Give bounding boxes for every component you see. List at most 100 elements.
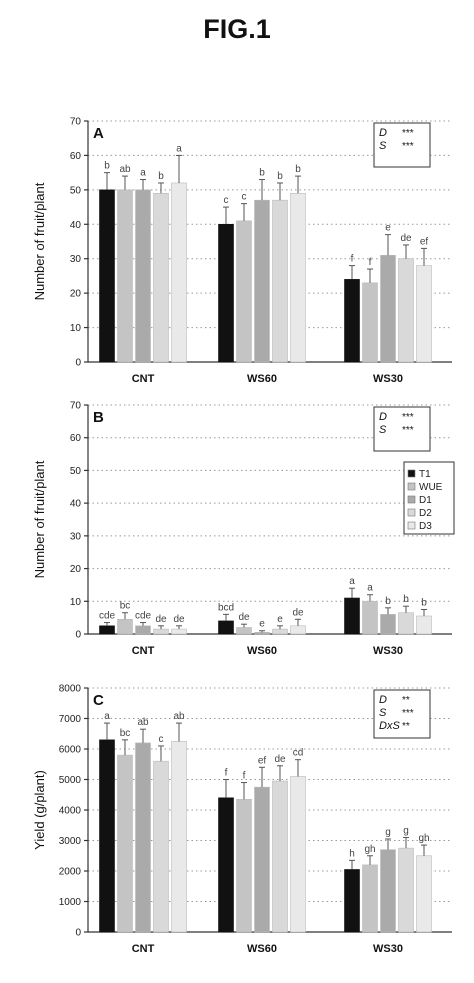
- y-tick-label: 60: [70, 433, 82, 444]
- bar: [99, 189, 115, 363]
- significance-letter: de: [400, 233, 412, 244]
- bar: [398, 258, 414, 363]
- y-tick-label: 6000: [59, 745, 82, 756]
- x-tick-label: WS30: [373, 373, 403, 385]
- bar: [99, 625, 115, 635]
- significance-letter: g: [403, 825, 409, 836]
- bar: [99, 739, 115, 933]
- significance-letter: ab: [173, 711, 185, 722]
- legend-swatch: [407, 469, 416, 478]
- bar: [416, 855, 432, 933]
- stats-factor: DxS: [379, 720, 400, 732]
- bar: [218, 620, 234, 635]
- bar: [398, 847, 414, 933]
- bar: [135, 189, 151, 363]
- significance-letter: cd: [293, 748, 304, 759]
- significance-letter: b: [277, 171, 283, 182]
- significance-letter: bc: [120, 728, 131, 739]
- y-tick-label: 40: [70, 220, 82, 231]
- legend-swatch: [407, 495, 416, 504]
- significance-letter: f: [369, 257, 372, 268]
- x-tick-label: CNT: [132, 373, 155, 385]
- bar: [218, 223, 234, 363]
- stats-factor: D: [379, 127, 387, 139]
- y-tick-label: 50: [70, 466, 82, 477]
- x-tick-label: CNT: [132, 943, 155, 955]
- stats-significance: ***: [402, 412, 414, 423]
- stats-factor: D: [379, 694, 387, 706]
- x-tick-label: WS60: [247, 645, 277, 657]
- y-tick-label: 30: [70, 531, 82, 542]
- stats-factor: S: [379, 707, 387, 719]
- y-tick-label: 0: [75, 630, 81, 641]
- y-tick-label: 5000: [59, 775, 82, 786]
- y-tick-label: 70: [70, 117, 82, 128]
- significance-letter: a: [104, 711, 110, 722]
- significance-letter: de: [238, 612, 250, 623]
- y-tick-label: 60: [70, 151, 82, 162]
- bar: [135, 742, 151, 933]
- stats-significance: ***: [402, 128, 414, 139]
- significance-letter: b: [158, 171, 164, 182]
- significance-letter: ef: [258, 755, 267, 766]
- legend-label: D3: [419, 521, 432, 532]
- stats-box: [373, 689, 431, 739]
- stats-significance: ***: [402, 425, 414, 436]
- bar: [272, 780, 288, 933]
- bar: [290, 625, 306, 635]
- significance-letter: ab: [137, 717, 149, 728]
- bar: [117, 189, 133, 363]
- significance-letter: de: [173, 614, 185, 625]
- bar: [362, 864, 378, 933]
- significance-letter: f: [225, 768, 228, 779]
- bar: [290, 193, 306, 363]
- significance-letter: a: [176, 143, 182, 154]
- y-tick-label: 20: [70, 289, 82, 300]
- panel-label: A: [93, 125, 104, 142]
- significance-letter: f: [351, 254, 354, 265]
- panel-label: C: [93, 692, 104, 709]
- legend-label: D1: [419, 495, 432, 506]
- bar: [218, 797, 234, 933]
- significance-letter: de: [274, 754, 286, 765]
- significance-letter: bc: [120, 601, 131, 612]
- stats-box: [373, 406, 431, 452]
- y-tick-label: 2000: [59, 867, 82, 878]
- x-tick-label: WS60: [247, 943, 277, 955]
- y-tick-label: 10: [70, 597, 82, 608]
- significance-letter: ab: [119, 164, 131, 175]
- bar: [153, 628, 169, 635]
- stats-factor: S: [379, 424, 387, 436]
- stats-significance: ***: [402, 708, 414, 719]
- y-axis-label: Yield (g/plant): [32, 770, 47, 850]
- legend-label: WUE: [419, 482, 443, 493]
- bar: [254, 199, 270, 363]
- bar: [272, 199, 288, 363]
- stats-significance: **: [402, 695, 410, 706]
- significance-letter: c: [242, 192, 247, 203]
- bar: [344, 869, 360, 933]
- y-axis-label: Number of fruit/plant: [32, 460, 47, 578]
- significance-letter: f: [243, 771, 246, 782]
- y-axis-label: Number of fruit/plant: [32, 182, 47, 300]
- bar: [290, 776, 306, 933]
- stats-factor: D: [379, 411, 387, 423]
- significance-letter: b: [403, 594, 409, 605]
- significance-letter: c: [224, 195, 229, 206]
- y-tick-label: 30: [70, 254, 82, 265]
- significance-letter: de: [155, 614, 167, 625]
- legend-label: D2: [419, 508, 432, 519]
- bar: [380, 614, 396, 635]
- significance-letter: c: [159, 734, 164, 745]
- significance-letter: a: [140, 168, 146, 179]
- bar: [236, 799, 252, 933]
- significance-letter: b: [104, 161, 110, 172]
- significance-letter: b: [421, 597, 427, 608]
- y-tick-label: 20: [70, 564, 82, 575]
- y-tick-label: 40: [70, 499, 82, 510]
- bar: [254, 786, 270, 933]
- bar: [344, 597, 360, 635]
- stats-box: [373, 122, 431, 168]
- figure-title: FIG.1: [203, 14, 271, 44]
- bar: [272, 628, 288, 635]
